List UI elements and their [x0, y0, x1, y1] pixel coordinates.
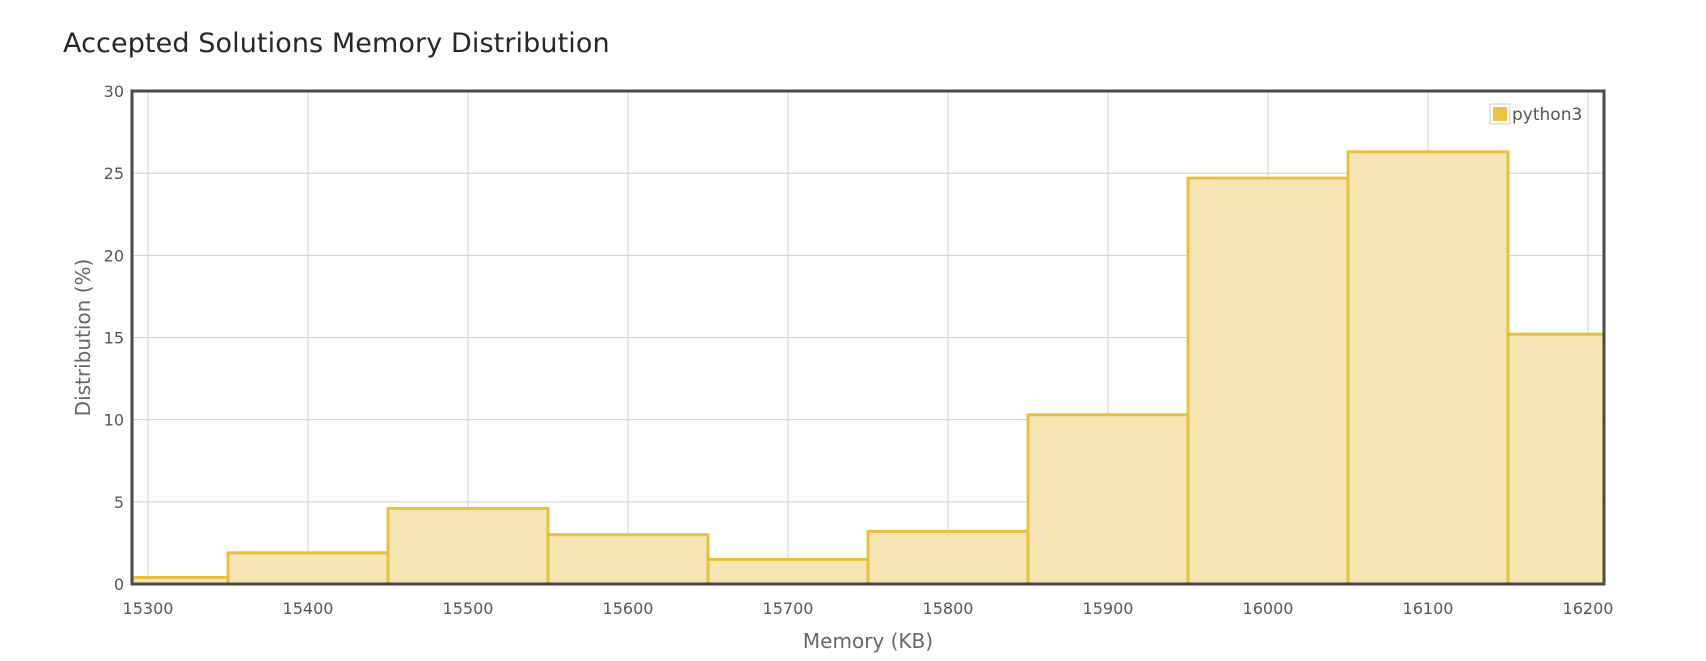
- x-axis-title: Memory (KB): [803, 629, 933, 653]
- histogram-bar[interactable]: [1506, 332, 1668, 584]
- histogram-bar[interactable]: [546, 533, 710, 584]
- plot-frame: [130, 89, 1606, 586]
- histogram-bar[interactable]: [706, 557, 870, 584]
- bar-layer: [132, 150, 1668, 584]
- x-tick-label: 15400: [283, 599, 334, 618]
- y-tick-label: 15: [104, 329, 124, 348]
- histogram-bar[interactable]: [1186, 176, 1350, 584]
- legend[interactable]: python3: [1489, 103, 1582, 125]
- legend-label: python3: [1512, 105, 1582, 125]
- x-tick-label: 16000: [1243, 599, 1294, 618]
- x-tick-label: 15600: [603, 599, 654, 618]
- x-tick-label: 16200: [1563, 599, 1614, 618]
- y-tick-label: 0: [114, 575, 124, 594]
- y-tick-label: 10: [104, 411, 124, 430]
- legend-swatch: [1493, 107, 1507, 121]
- histogram-bar[interactable]: [386, 506, 550, 584]
- x-tick-label: 15500: [443, 599, 494, 618]
- chart-title: Accepted Solutions Memory Distribution: [63, 28, 610, 59]
- y-tick-label: 30: [104, 82, 124, 101]
- x-tick-labels: 15300 15400 15500 15600 15700 15800 15900 16000…: [123, 599, 1614, 618]
- histogram-bar[interactable]: [226, 551, 390, 584]
- x-tick-label: 15300: [123, 599, 174, 618]
- y-tick-label: 25: [104, 164, 124, 183]
- y-tick-label: 5: [114, 493, 124, 512]
- y-tick-labels: 0 5 10 15 20 25 30: [104, 82, 124, 594]
- y-tick-label: 20: [104, 246, 124, 265]
- x-tick-label: 16100: [1403, 599, 1454, 618]
- x-tick-label: 15800: [923, 599, 974, 618]
- y-axis-title: Distribution (%): [71, 259, 95, 417]
- histogram-bar[interactable]: [1026, 413, 1190, 584]
- x-tick-label: 15900: [1083, 599, 1134, 618]
- histogram-bar[interactable]: [1346, 150, 1510, 584]
- histogram-bar[interactable]: [866, 529, 1030, 584]
- x-tick-label: 15700: [763, 599, 814, 618]
